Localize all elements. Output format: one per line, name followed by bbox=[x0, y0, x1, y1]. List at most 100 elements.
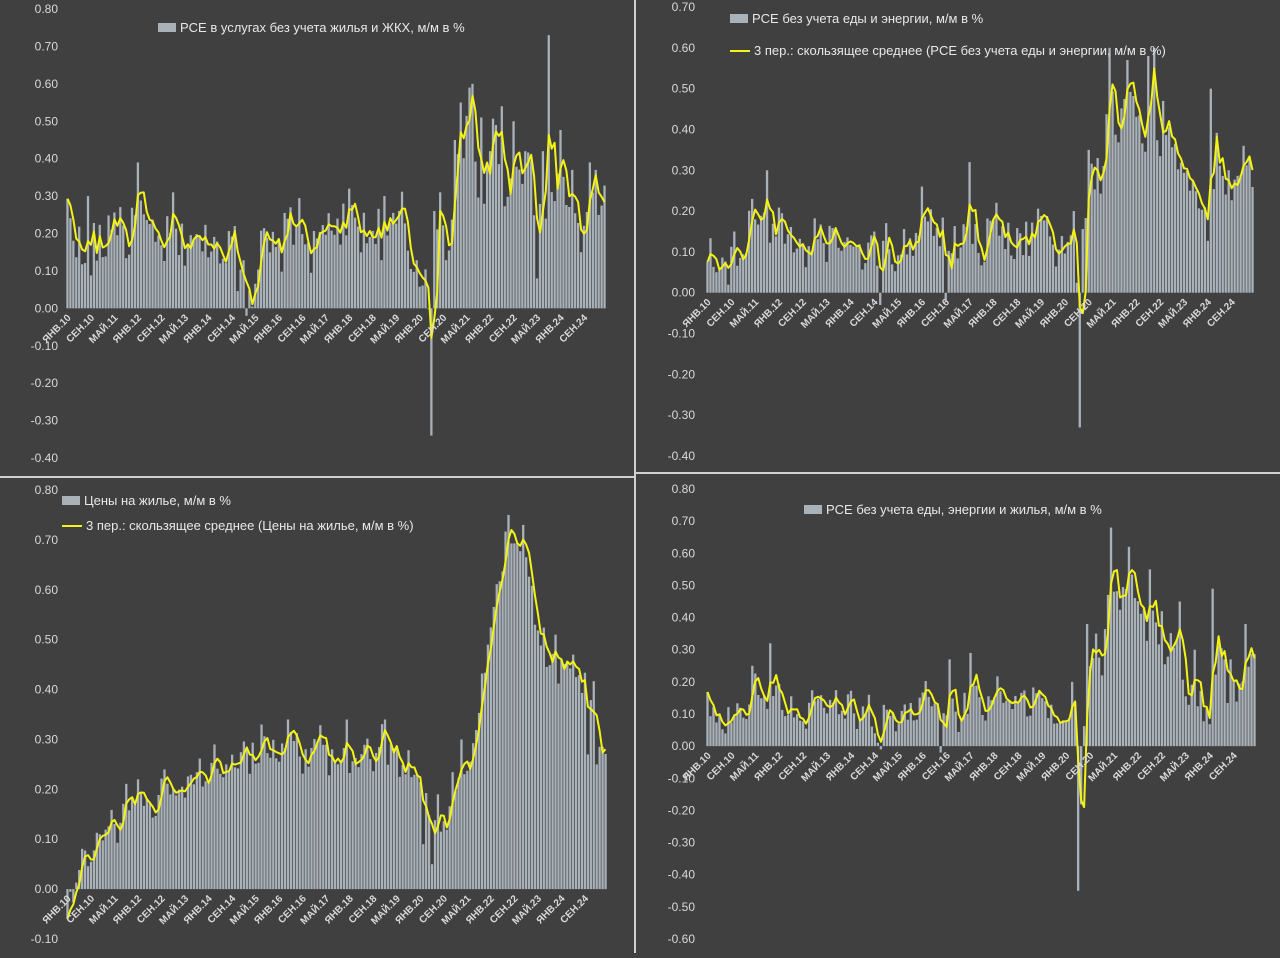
bar bbox=[547, 35, 550, 309]
bar bbox=[227, 231, 231, 309]
bar bbox=[972, 685, 975, 747]
bar bbox=[424, 269, 427, 309]
bar bbox=[386, 235, 389, 309]
chart-services-ex-housing: 0.80 0.70 0.60 0.50 0.40 0.30 0.20 0.10 0.00 -0.1… bbox=[31, 2, 606, 465]
bar bbox=[793, 717, 796, 747]
y-tick-label: -0.10 bbox=[31, 339, 59, 353]
bar bbox=[459, 102, 462, 309]
bar bbox=[136, 162, 140, 309]
bar bbox=[1229, 659, 1232, 747]
bar bbox=[433, 211, 436, 309]
bar bbox=[963, 692, 966, 747]
bar bbox=[275, 758, 278, 890]
bar bbox=[810, 690, 814, 747]
chart-panel-core-pce: 0.70 0.60 0.50 0.40 0.30 0.20 0.10 0.00 -0.10 -0.… bbox=[636, 0, 1280, 472]
bar bbox=[1035, 693, 1038, 747]
bar bbox=[1194, 191, 1198, 293]
bar bbox=[759, 215, 763, 293]
bar bbox=[1241, 681, 1244, 747]
bar bbox=[801, 244, 804, 293]
bar bbox=[86, 866, 90, 890]
bar bbox=[765, 170, 769, 293]
bar bbox=[1124, 588, 1128, 747]
bar bbox=[304, 244, 307, 309]
bar bbox=[171, 192, 175, 309]
bar bbox=[861, 706, 865, 747]
bar bbox=[466, 770, 469, 890]
bar bbox=[1196, 706, 1199, 747]
bar bbox=[145, 220, 148, 309]
bar bbox=[251, 742, 254, 890]
bar bbox=[301, 234, 304, 309]
bar bbox=[321, 225, 324, 309]
bar bbox=[1224, 194, 1227, 293]
bar bbox=[324, 234, 327, 309]
y-tick-label: -0.20 bbox=[668, 803, 696, 817]
bar bbox=[230, 754, 234, 890]
bar bbox=[778, 683, 781, 747]
bar bbox=[804, 728, 808, 747]
bar bbox=[101, 840, 104, 890]
bar bbox=[509, 178, 512, 309]
bar bbox=[1138, 115, 1141, 293]
bar bbox=[525, 557, 528, 890]
bar bbox=[908, 238, 912, 293]
bar bbox=[900, 710, 903, 747]
bar bbox=[204, 781, 207, 890]
bar bbox=[133, 215, 137, 309]
bar bbox=[142, 214, 145, 309]
bar bbox=[995, 202, 998, 293]
bar bbox=[757, 694, 760, 747]
bar bbox=[1019, 233, 1022, 293]
bar bbox=[712, 266, 715, 293]
bar bbox=[312, 231, 316, 309]
bar bbox=[392, 212, 395, 309]
bar bbox=[380, 260, 383, 309]
bar bbox=[107, 215, 110, 309]
bar bbox=[389, 223, 392, 309]
bar bbox=[66, 889, 69, 919]
bar bbox=[1220, 648, 1223, 747]
bar bbox=[169, 794, 172, 890]
bar bbox=[1011, 709, 1014, 747]
bar bbox=[157, 794, 160, 890]
bar bbox=[544, 218, 547, 309]
bar bbox=[465, 115, 468, 309]
bar bbox=[748, 210, 751, 293]
bar bbox=[568, 206, 571, 309]
bar bbox=[375, 752, 378, 890]
bar bbox=[601, 746, 604, 890]
bar bbox=[1100, 675, 1104, 747]
bar bbox=[210, 762, 213, 890]
bar bbox=[582, 225, 586, 309]
bar bbox=[583, 672, 587, 890]
bar bbox=[739, 707, 742, 747]
bar bbox=[295, 733, 298, 890]
bar bbox=[834, 690, 838, 747]
bar bbox=[588, 162, 591, 309]
bar bbox=[86, 196, 90, 309]
bar bbox=[591, 192, 594, 309]
bar bbox=[736, 265, 739, 293]
y-tick-label: 0.10 bbox=[672, 707, 696, 721]
bar bbox=[1071, 681, 1074, 747]
bar bbox=[837, 714, 841, 747]
y-tick-label: -0.10 bbox=[668, 327, 696, 341]
chart-core-pce: 0.70 0.60 0.50 0.40 0.30 0.20 0.10 0.00 -0.10 -0.… bbox=[668, 0, 1254, 463]
y-axis: 0.80 0.70 0.60 0.50 0.40 0.30 0.20 0.10 0.00 -0.1… bbox=[31, 2, 59, 465]
bar bbox=[1157, 644, 1161, 747]
bar bbox=[245, 748, 248, 890]
bar bbox=[92, 850, 96, 890]
bar bbox=[283, 212, 286, 309]
bar bbox=[858, 244, 861, 293]
bar bbox=[178, 789, 181, 890]
bar bbox=[286, 218, 289, 309]
bar bbox=[456, 154, 459, 309]
bar bbox=[834, 230, 837, 293]
bar bbox=[119, 207, 122, 309]
bar bbox=[195, 772, 198, 890]
bar bbox=[1026, 716, 1029, 747]
bar bbox=[899, 254, 903, 293]
bar bbox=[154, 241, 157, 309]
y-tick-label: 0.80 bbox=[35, 483, 59, 497]
